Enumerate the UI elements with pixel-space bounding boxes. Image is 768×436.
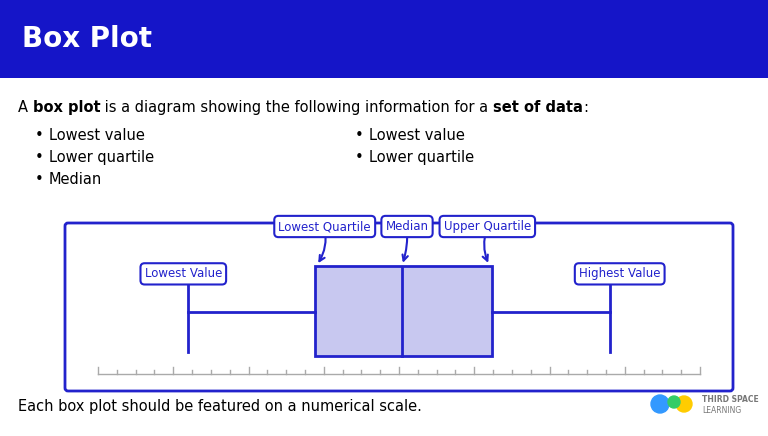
Text: Highest Value: Highest Value [579,267,660,280]
Circle shape [668,396,680,408]
Text: set of data: set of data [493,100,583,115]
FancyBboxPatch shape [4,74,764,432]
Text: •: • [35,128,44,143]
Text: THIRD SPACE: THIRD SPACE [702,395,759,403]
Text: :: : [583,100,588,115]
Circle shape [651,395,669,413]
Circle shape [676,396,692,412]
Text: Lowest Quartile: Lowest Quartile [279,220,371,233]
Text: Upper Quartile: Upper Quartile [444,220,531,233]
Text: box plot: box plot [32,100,101,115]
Text: Each box plot should be featured on a numerical scale.: Each box plot should be featured on a nu… [18,399,422,413]
Bar [0,0,768,78]
Text: A: A [18,100,32,115]
Text: Lower quartile: Lower quartile [49,150,154,165]
Text: LEARNING: LEARNING [702,405,741,415]
Text: Median: Median [386,220,429,233]
Text: is a diagram showing the following information for a: is a diagram showing the following infor… [101,100,493,115]
Text: •: • [355,128,364,143]
Text: Lower quartile: Lower quartile [369,150,474,165]
Text: •: • [355,150,364,165]
Text: Lowest Value: Lowest Value [144,267,222,280]
Text: Box Plot: Box Plot [22,25,152,53]
Text: •: • [35,172,44,187]
Bar [315,266,492,356]
Text: Lowest value: Lowest value [49,128,145,143]
Text: Median: Median [49,172,102,187]
Text: Lowest value: Lowest value [369,128,465,143]
Text: •: • [35,150,44,165]
FancyBboxPatch shape [65,223,733,391]
